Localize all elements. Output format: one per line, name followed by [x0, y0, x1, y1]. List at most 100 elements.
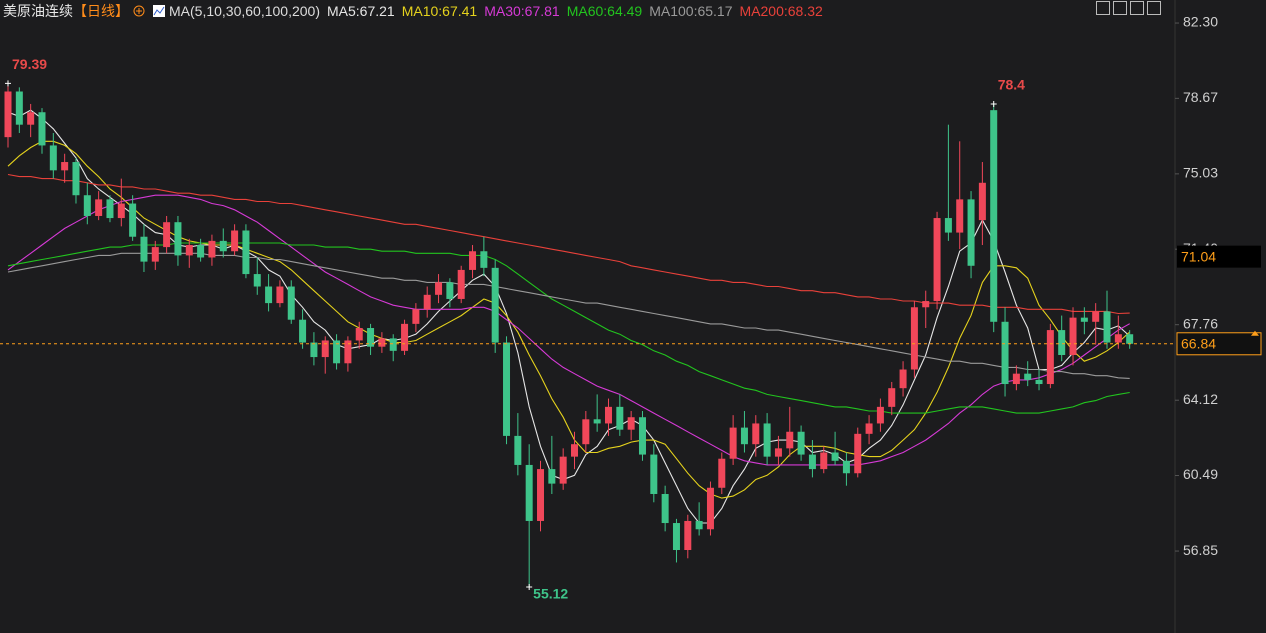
candle-body [49, 145, 57, 171]
candle-body [763, 423, 771, 457]
candle-body [627, 417, 635, 430]
candle-body [672, 523, 680, 551]
candle-body [95, 199, 103, 216]
candle-body [525, 464, 533, 521]
legend-entry: MA10:67.41 [401, 3, 478, 19]
candle-body [661, 493, 669, 524]
candle-body [503, 342, 511, 436]
y-tick-label: 75.03 [1183, 165, 1218, 181]
y-tick-label: 64.12 [1183, 391, 1218, 407]
candle-body [684, 520, 692, 551]
header: 美原油连续 【日线】 MA(5,10,30,60,100,200) MA5:67… [3, 2, 837, 20]
candle-body [933, 218, 941, 302]
candle-body [117, 203, 125, 219]
candle-body [389, 338, 397, 351]
candle-body [638, 417, 646, 455]
ma-line [7, 194, 1130, 466]
candle-body [435, 282, 443, 295]
period[interactable]: 【日线】 [73, 3, 129, 19]
candle-body [922, 301, 930, 308]
candle-body [967, 199, 975, 266]
candle-body [571, 444, 578, 457]
candle-body [559, 456, 567, 484]
candle-body [1012, 373, 1020, 385]
legend-entry: MA60:64.49 [566, 3, 643, 19]
candle-body [321, 340, 329, 358]
candle-body [1069, 317, 1077, 355]
candle-body [740, 427, 748, 445]
candle-body [208, 240, 216, 258]
candle-body [61, 162, 69, 171]
candle-body [83, 195, 91, 216]
candle-body [140, 236, 148, 262]
candle-body [412, 309, 420, 324]
ma-line [7, 242, 1130, 414]
candle-body [480, 251, 488, 268]
candle-body [1058, 330, 1066, 355]
candle-body [956, 199, 964, 233]
candle-body [242, 230, 250, 275]
tool-button[interactable] [1096, 1, 1110, 15]
legend: MA5:67.21 MA10:67.41 MA30:67.81 MA60:64.49 M… [327, 3, 830, 19]
candle-body [774, 448, 782, 457]
candle-body [287, 286, 295, 320]
candle-body [423, 294, 431, 310]
candle-body [457, 269, 465, 299]
candle-body [27, 112, 35, 125]
candle-body [1046, 330, 1054, 385]
candle-body [899, 369, 907, 389]
candle-body [548, 469, 556, 484]
indicator-icon[interactable] [152, 4, 166, 18]
candle-body [1024, 373, 1032, 380]
tool-button[interactable] [1130, 1, 1144, 15]
candle-body [910, 307, 918, 370]
candle-body [808, 454, 816, 470]
candle-body [537, 469, 545, 521]
legend-entry: MA100:65.17 [649, 3, 733, 19]
candle-body [72, 162, 80, 196]
candle-body [469, 251, 477, 270]
price-flag [1251, 330, 1259, 336]
candle-body [310, 342, 318, 358]
candle-body [253, 274, 261, 287]
toolbar [1096, 1, 1161, 15]
candle-body [1001, 321, 1009, 385]
candle-body [333, 340, 341, 364]
candle-body [752, 423, 760, 445]
candle-body [378, 338, 386, 347]
candle-body [367, 328, 375, 347]
legend-entry: MA200:68.32 [739, 3, 823, 19]
candle-body [593, 419, 601, 424]
ma-line [7, 109, 1131, 524]
candle-body [604, 406, 612, 424]
extreme-marker [526, 583, 533, 590]
candle-body [582, 419, 590, 445]
tool-button[interactable] [1147, 1, 1161, 15]
candle-body [446, 282, 454, 299]
last-price-label: 66.84 [1181, 335, 1216, 351]
candle-body [1103, 311, 1111, 343]
candle-body [650, 454, 658, 494]
candle-body [219, 240, 227, 252]
candle-body [1080, 317, 1088, 322]
indicator: MA(5,10,30,60,100,200) [169, 3, 320, 19]
legend-entry: MA30:67.81 [484, 3, 560, 19]
y-tick-label: 56.85 [1183, 542, 1218, 558]
last-price-box [1176, 332, 1262, 356]
candle-body [514, 435, 522, 465]
candle-body [1092, 311, 1100, 322]
add-icon[interactable] [132, 4, 146, 18]
candle-body [106, 199, 114, 219]
candle-body [276, 286, 284, 304]
candle-body [854, 433, 862, 474]
candle-body [38, 112, 46, 146]
tool-button[interactable] [1113, 1, 1127, 15]
ma-line [7, 173, 1130, 315]
candle-body [831, 452, 839, 461]
crosshair-label: 71.04 [1181, 248, 1216, 264]
y-tick-label: 67.76 [1183, 315, 1218, 331]
candle-body [197, 245, 205, 258]
candle-body [718, 458, 726, 488]
candle-body [151, 247, 159, 262]
